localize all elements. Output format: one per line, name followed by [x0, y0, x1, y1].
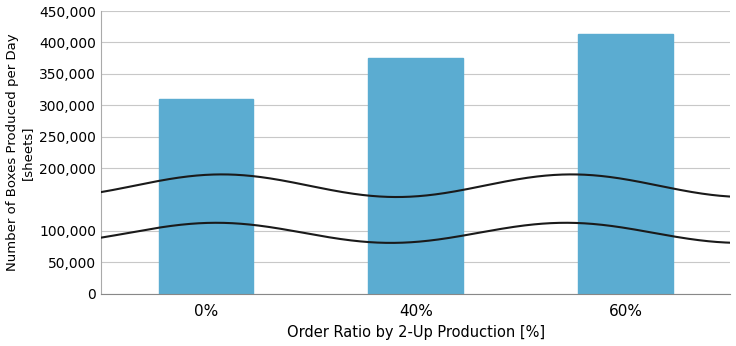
Bar	[159, 99, 253, 294]
Bar	[578, 34, 673, 294]
Bar	[369, 57, 463, 294]
Y-axis label: Number of Boxes Produced per Day
[sheets]: Number of Boxes Produced per Day [sheets…	[6, 34, 34, 271]
X-axis label: Order Ratio by 2-Up Production [%]: Order Ratio by 2-Up Production [%]	[286, 326, 545, 340]
